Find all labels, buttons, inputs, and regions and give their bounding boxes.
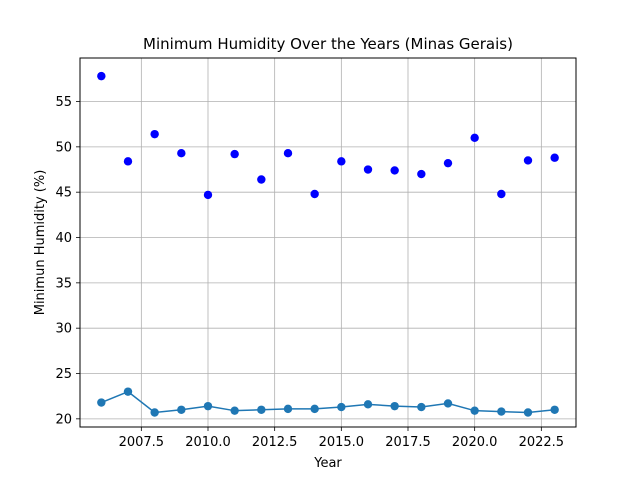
data-point — [97, 398, 106, 407]
data-point — [257, 175, 266, 184]
y-tick-label: 50 — [55, 140, 72, 155]
data-point — [417, 402, 426, 412]
series-layer — [97, 71, 559, 417]
data-point — [523, 408, 533, 417]
data-point — [310, 189, 319, 199]
data-point — [497, 189, 506, 199]
x-tick-label: 2010.0 — [185, 435, 231, 450]
x-tick-label: 2022.5 — [519, 435, 565, 450]
y-tick-label: 45 — [55, 186, 72, 201]
y-tick-label: 25 — [55, 367, 72, 382]
data-point — [337, 402, 346, 412]
data-point — [550, 153, 559, 162]
data-point — [523, 156, 533, 165]
data-point — [363, 400, 373, 409]
data-point — [97, 71, 106, 81]
data-point — [443, 399, 453, 408]
data-point — [203, 401, 213, 411]
data-point — [390, 166, 399, 175]
data-point — [390, 401, 399, 411]
x-tick-label: 2012.5 — [252, 435, 298, 450]
x-axis-label: Year — [313, 456, 342, 471]
x-tick-label: 2015.0 — [319, 435, 365, 450]
data-point — [310, 404, 319, 414]
data-point — [417, 169, 426, 179]
data-point — [230, 149, 239, 159]
data-point — [363, 165, 373, 174]
data-point — [177, 405, 186, 414]
grid — [80, 58, 576, 427]
plot-frame — [79, 57, 577, 428]
data-point — [550, 405, 559, 414]
chart-title: Minimum Humidity Over the Years (Minas G… — [143, 35, 513, 53]
data-point — [337, 157, 346, 166]
data-point — [470, 406, 479, 415]
data-point — [443, 158, 453, 168]
data-point — [203, 190, 213, 200]
y-tick-label: 35 — [55, 276, 72, 291]
data-point — [497, 407, 506, 416]
y-tick-label: 55 — [55, 95, 72, 110]
data-point — [283, 404, 293, 414]
series-line — [101, 390, 555, 414]
y-axis: 20 25 30 35 40 45 50 55 — [55, 95, 80, 427]
y-tick-label: 40 — [55, 231, 72, 246]
data-point — [230, 406, 239, 415]
x-tick-label: 2017.5 — [385, 435, 431, 450]
data-point — [177, 148, 186, 158]
x-tick-label: 2020.0 — [452, 435, 498, 450]
data-point — [257, 405, 266, 414]
series-2 — [97, 387, 559, 417]
data-point — [283, 148, 293, 158]
data-point — [123, 387, 133, 396]
data-point — [470, 133, 479, 142]
y-tick-label: 30 — [55, 322, 72, 337]
data-point — [150, 408, 159, 417]
y-tick-label: 20 — [55, 412, 72, 427]
x-axis: 2007.5 2010.0 2012.5 2015.0 2017.5 2020.0 2022… — [119, 427, 565, 450]
data-point — [150, 129, 159, 139]
series-1 — [97, 71, 559, 200]
x-tick-label: 2007.5 — [119, 435, 165, 450]
y-axis-label: Minimun Humidity (%) — [33, 170, 48, 316]
data-point — [123, 157, 133, 166]
